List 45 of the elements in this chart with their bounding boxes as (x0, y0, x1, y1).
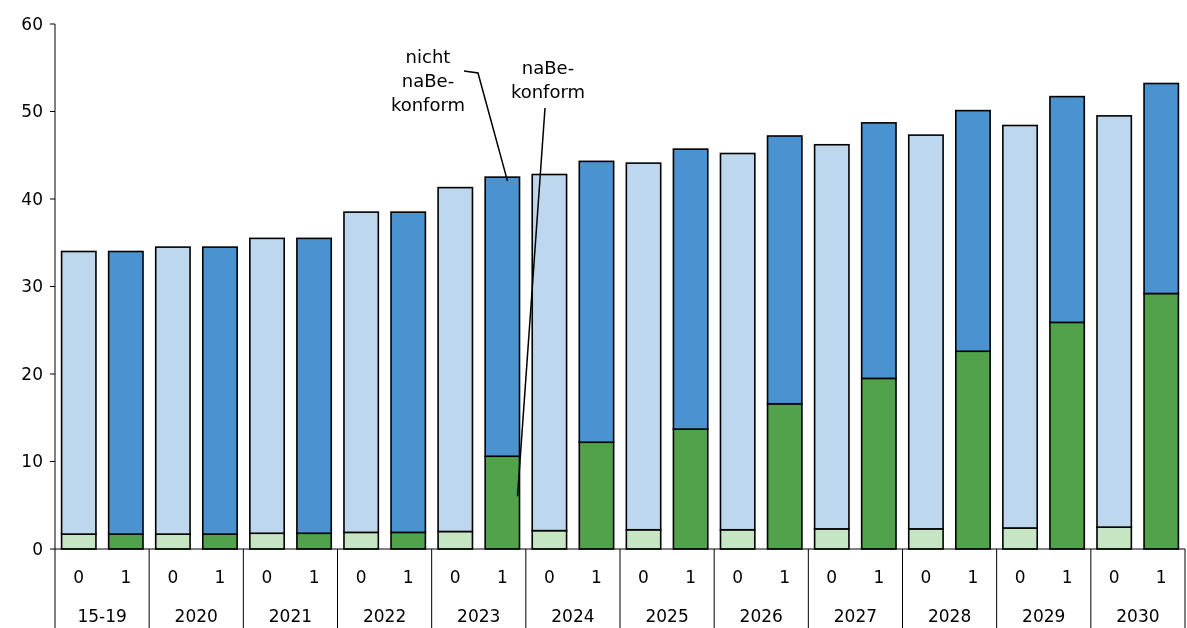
text: nicht naBe-konform (390, 46, 466, 115)
x-tick-label: 0 (638, 567, 649, 587)
x-tick-label: 0 (355, 567, 367, 587)
x-tick-label: 0 (543, 567, 555, 587)
y-tick-label: 20 (21, 363, 43, 384)
text: naBe-konform (510, 57, 586, 102)
x-tick-label: 0 (73, 567, 85, 587)
y-tick-label: 40 (21, 188, 43, 209)
x-tick-label: 0 (732, 567, 744, 587)
x-tick-label: 1 (1061, 567, 1073, 587)
y-tick-label: 50 (21, 101, 43, 122)
y-tick-label: 30 (21, 276, 43, 297)
x-tick-label: 1 (308, 567, 320, 587)
text: 2020 (174, 606, 218, 626)
x-tick-label: 1 (1155, 567, 1167, 587)
x-tick-label: 0 (826, 567, 838, 587)
text: 2028 (927, 606, 972, 626)
text: 2021 (268, 606, 313, 626)
text: 2024 (551, 606, 595, 626)
text: 2030 (1116, 606, 1160, 626)
x-tick-label: 1 (873, 567, 885, 587)
x-tick-label: 0 (167, 567, 179, 587)
text: 2022 (362, 606, 407, 626)
x-tick-label: 1 (779, 567, 791, 587)
x-tick-label: 1 (685, 567, 697, 587)
x-tick-label: 1 (496, 567, 508, 587)
text: 2029 (1022, 606, 1066, 626)
x-tick-label: 0 (1108, 567, 1120, 587)
x-tick-label: 1 (214, 567, 226, 587)
text: 2023 (457, 606, 501, 626)
x-tick-label: 0 (261, 567, 273, 587)
x-tick-label: 1 (591, 567, 602, 587)
text: 2026 (739, 606, 783, 626)
x-tick-label: 1 (402, 567, 414, 587)
y-tick-label: 10 (21, 451, 43, 472)
x-tick-label: 0 (920, 567, 932, 587)
text: 2027 (833, 606, 878, 626)
x-tick-label: 1 (120, 567, 132, 587)
text: 2025 (645, 606, 689, 626)
x-tick-label: 0 (449, 567, 461, 587)
y-tick-label: 0 (32, 538, 43, 559)
text: 15-19 (77, 606, 127, 626)
x-tick-label: 1 (967, 567, 979, 587)
y-tick-label: 60 (21, 13, 43, 34)
x-tick-label: 0 (1014, 567, 1026, 587)
